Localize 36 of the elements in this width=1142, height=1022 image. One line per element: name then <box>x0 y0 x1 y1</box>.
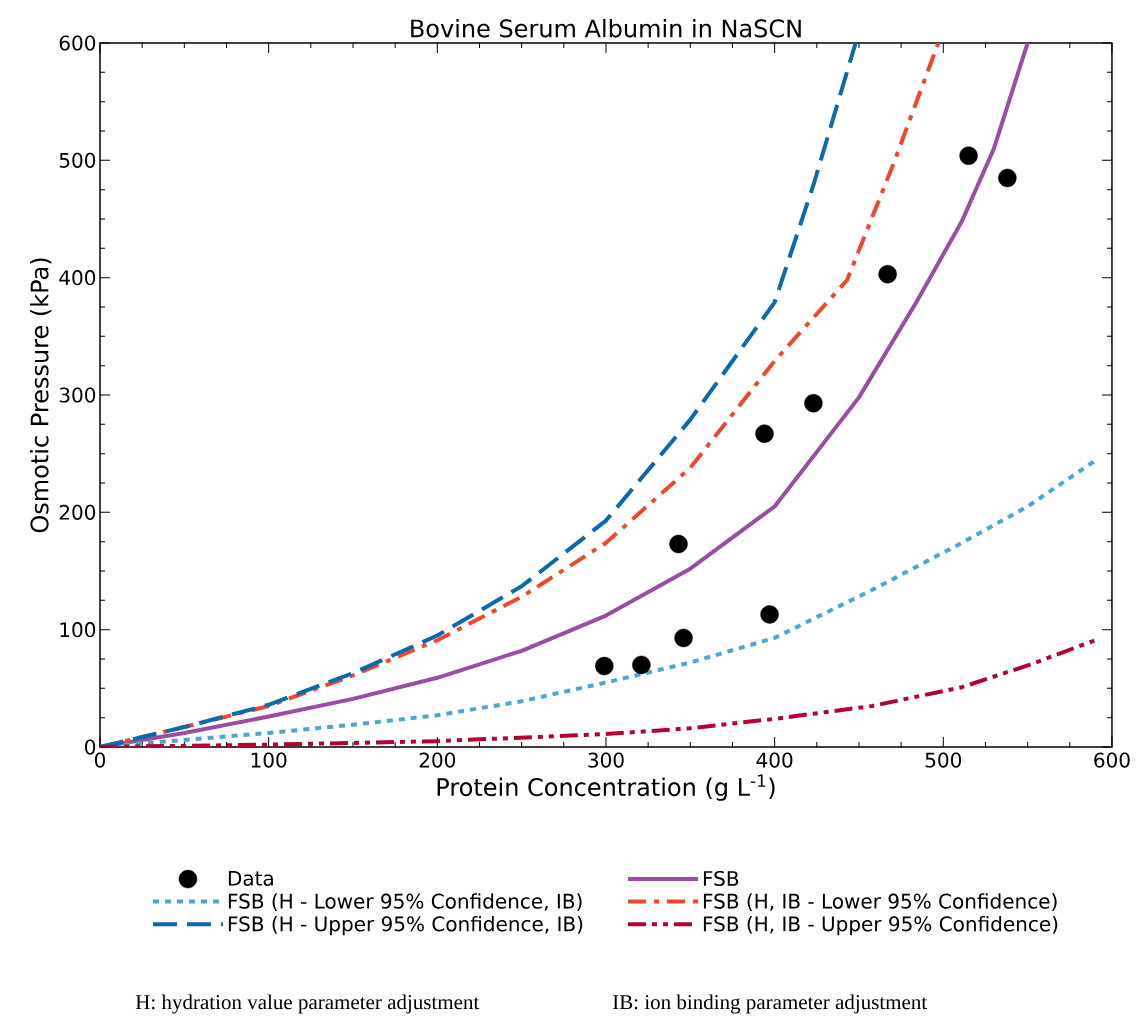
point <box>632 655 651 675</box>
line-series <box>100 638 1098 748</box>
point <box>760 605 779 624</box>
text: IB: ion binding parameter adjustment <box>612 994 928 1014</box>
y-tick-label: 300 <box>59 387 96 403</box>
point <box>669 534 688 554</box>
y-tick-label: 100 <box>60 622 96 638</box>
point <box>804 394 823 413</box>
x-tick-label: 600 <box>1094 752 1130 768</box>
y-tick-label: 200 <box>59 504 96 520</box>
point <box>595 656 614 676</box>
point <box>959 146 978 165</box>
y-tick-label: 400 <box>59 270 96 286</box>
chart-title: Bovine Serum Albumin in NaSCN <box>411 18 801 38</box>
x-axis-title: Protein Concentration (g L$^{-1}$) <box>437 774 775 801</box>
point <box>998 168 1017 188</box>
point <box>755 424 774 443</box>
x-tick-label: 500 <box>925 752 962 768</box>
y-axis-title: Osmotic Pressure (kPa) <box>30 258 52 533</box>
point <box>674 628 693 648</box>
x-tick-label: 300 <box>588 752 624 768</box>
x-tick-label: 0 <box>94 752 106 768</box>
legend-label: FSB (H - Upper 95% Confidence, IB) <box>228 915 583 936</box>
legend-label: FSB (H, IB - Upper 95% Confidence) <box>703 915 1058 936</box>
y-tick-label: 500 <box>59 152 96 168</box>
text: H: hydration value parameter adjustment <box>135 994 480 1014</box>
x-tick-label: 200 <box>419 752 456 768</box>
y-tick-label: 0 <box>85 739 96 755</box>
legend-label: FSB <box>703 870 739 887</box>
x-tick-label: 100 <box>251 752 287 768</box>
legend-label: FSB (H - Lower 95% Confidence, IB) <box>228 893 582 912</box>
legend-label: Data <box>228 871 273 886</box>
x-tick-label: 400 <box>756 752 793 768</box>
point <box>878 264 897 284</box>
y-tick-label: 600 <box>59 35 96 51</box>
legend-label: FSB (H, IB - Lower 95% Confidence) <box>703 893 1057 912</box>
